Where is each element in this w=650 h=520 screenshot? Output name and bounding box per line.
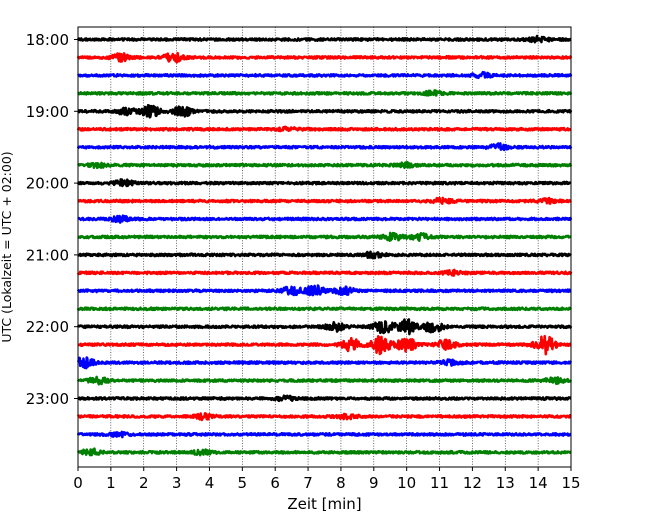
trace-1915 (76, 125, 572, 133)
trace-2215 (77, 334, 572, 356)
trace-2230 (76, 356, 573, 370)
x-tick-label: 6 (270, 474, 280, 492)
trace-1845 (77, 89, 573, 97)
y-tick-label: 20:00 (26, 175, 69, 193)
x-tick-label: 11 (430, 474, 449, 492)
trace-2000 (76, 178, 572, 188)
trace-1800 (76, 34, 572, 44)
trace-1830 (76, 70, 573, 80)
y-tick-label: 23:00 (26, 390, 69, 408)
y-axis-ticks: 18:00 19:00 20:00 21:00 22:00 23:00 (26, 31, 78, 408)
x-tick-label: 14 (529, 474, 548, 492)
trace-1900 (77, 103, 573, 119)
x-tick-label: 7 (303, 474, 313, 492)
seismogram-traces (76, 34, 573, 457)
y-tick-label: 19:00 (26, 103, 69, 121)
trace-2015 (77, 196, 572, 205)
trace-2330 (76, 430, 572, 439)
y-tick-label: 18:00 (26, 31, 69, 49)
x-tick-label: 10 (397, 474, 416, 492)
vertical-grid-lines (110, 27, 539, 467)
trace-2115 (76, 268, 573, 277)
x-tick-label: 2 (139, 474, 149, 492)
x-tick-label: 15 (561, 474, 580, 492)
trace-2100 (77, 250, 573, 260)
trace-1930 (76, 142, 573, 152)
y-tick-label: 22:00 (26, 318, 69, 336)
y-axis-label: UTC (Lokalzeit = UTC + 02:00) (0, 151, 14, 342)
x-tick-label: 3 (172, 474, 182, 492)
x-tick-label: 5 (238, 474, 248, 492)
x-tick-label: 4 (205, 474, 215, 492)
trace-2315 (76, 411, 572, 422)
x-tick-label: 13 (496, 474, 515, 492)
trace-1945 (77, 160, 573, 170)
x-tick-label: 12 (463, 474, 482, 492)
trace-2130 (76, 284, 572, 297)
x-tick-label: 8 (336, 474, 346, 492)
plot-frame (77, 26, 572, 468)
trace-2300 (76, 394, 572, 403)
trace-2200 (76, 318, 573, 336)
x-tick-label: 1 (106, 474, 116, 492)
trace-2145 (76, 306, 572, 312)
trace-2245 (76, 375, 573, 386)
x-axis-ticks: 0 1 2 3 4 5 6 7 8 9 10 11 12 13 14 15 (73, 467, 581, 492)
trace-1815 (76, 51, 573, 64)
y-tick-label: 21:00 (26, 246, 69, 264)
trace-2045 (77, 231, 572, 242)
x-axis-label: Zeit [min] (287, 495, 361, 513)
x-tick-label: 0 (73, 474, 83, 492)
trace-2345 (76, 447, 572, 457)
x-tick-label: 9 (369, 474, 379, 492)
trace-2030 (77, 214, 573, 224)
